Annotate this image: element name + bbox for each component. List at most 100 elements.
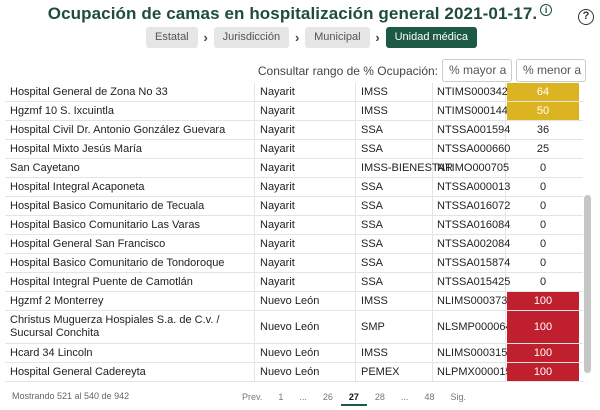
- chevron-right-icon: ›: [375, 30, 380, 45]
- pagination-item[interactable]: 27: [340, 388, 367, 406]
- scrollbar-thumb[interactable]: [584, 195, 591, 373]
- pagination-item[interactable]: 28: [374, 392, 385, 402]
- state-cell: Nayarit: [256, 121, 356, 139]
- state-cell: Nuevo León: [256, 363, 356, 381]
- breadcrumb-municipal[interactable]: Municipal: [305, 27, 370, 48]
- table-row[interactable]: Hospital Basico Comunitario Las Varas Nay…: [5, 216, 583, 235]
- pagination: Prev. 1... 26 27 28... 48 Sig.: [234, 388, 474, 406]
- institution-cell: SSA: [357, 197, 433, 215]
- state-cell: Nayarit: [256, 83, 356, 101]
- state-cell: Nayarit: [256, 178, 356, 196]
- table-row[interactable]: Hospital Civil Dr. Antonio González Guev…: [5, 121, 583, 140]
- institution-cell: SSA: [357, 121, 433, 139]
- pagination-item[interactable]: 48: [424, 392, 435, 402]
- table-row[interactable]: Hospital Basico Comunitario de Tondoroqu…: [5, 254, 583, 273]
- state-cell: Nayarit: [256, 197, 356, 215]
- state-cell: Nayarit: [256, 159, 356, 177]
- max-percent-input[interactable]: % menor a: [516, 59, 586, 82]
- institution-cell: SMP: [357, 311, 433, 343]
- hospital-name-cell: Hospital Basico Comunitario de Tondoroqu…: [10, 254, 255, 272]
- record-count: Mostrando 521 al 540 de 942: [12, 391, 130, 401]
- occupancy-cell: 50: [507, 102, 579, 120]
- hospital-name-cell: Hgzmf 10 S. Ixcuintla: [10, 102, 255, 120]
- clues-cell: NTIMS000342: [434, 83, 508, 101]
- institution-cell: SSA: [357, 254, 433, 272]
- page-title-text: Ocupación de camas en hospitalización ge…: [47, 4, 538, 23]
- hospital-name-cell: Hospital Basico Comunitario Las Varas: [10, 216, 255, 234]
- state-cell: Nayarit: [256, 254, 356, 272]
- table-row[interactable]: Hospital General Cadereyta Nuevo León PEME…: [5, 363, 583, 382]
- clues-cell: NTSSA015425: [434, 273, 510, 291]
- occupancy-cell: 0: [539, 257, 547, 269]
- hospital-name-cell: Hospital General de Zona No 33: [10, 83, 255, 101]
- institution-cell: IMSS: [357, 344, 433, 362]
- pagination-ellipsis: ...: [299, 392, 307, 402]
- clues-cell: NLIMS000373: [434, 292, 507, 310]
- header: Ocupación de camas en hospitalización ge…: [0, 4, 600, 26]
- occupancy-cell: 100: [507, 363, 579, 381]
- table-row[interactable]: San Cayetano Nayarit IMSS-BIENESTAR NTIMO00…: [5, 159, 583, 178]
- pagination-item[interactable]: 26: [322, 392, 333, 402]
- help-icon[interactable]: ?: [578, 9, 594, 25]
- institution-cell: SSA: [357, 216, 433, 234]
- table-row[interactable]: Hospital General de Zona No 33 Nayarit IMS…: [5, 83, 583, 102]
- table-row[interactable]: Hospital Mixto Jesús María Nayarit SSA NTSS…: [5, 140, 583, 159]
- table-row[interactable]: Hospital Basico Comunitario de Tecuala Na…: [5, 197, 583, 216]
- table-row[interactable]: Hospital Integral Puente de Camotlán Naya…: [5, 273, 583, 292]
- hospital-name-cell: Hcard 34 Lincoln: [10, 344, 255, 362]
- pagination-item[interactable]: Sig.: [450, 392, 466, 402]
- clues-cell: NTSSA002084: [434, 235, 510, 253]
- table-row[interactable]: Christus Muguerza Hospiales S.a. de C.v.…: [5, 311, 583, 344]
- hospital-name-cell: Hospital Integral Acaponeta: [10, 178, 255, 196]
- hospital-name-cell: San Cayetano: [10, 159, 255, 177]
- breadcrumb-unidad-medica[interactable]: Unidad médica: [385, 27, 477, 48]
- chevron-right-icon: ›: [203, 30, 208, 45]
- pagination-ellipsis: ...: [400, 392, 409, 402]
- clues-cell: NLSMP000064: [434, 311, 512, 343]
- pagination-item[interactable]: Prev.: [242, 392, 263, 402]
- occupancy-cell: 100: [507, 344, 579, 362]
- clues-cell: NLIMS000315: [434, 344, 507, 362]
- clues-cell: NTIMS000144: [434, 102, 508, 120]
- state-cell: Nuevo León: [256, 292, 356, 310]
- institution-cell: SSA: [357, 178, 433, 196]
- clues-cell: NTSSA016072: [434, 197, 510, 215]
- range-label: Consultar rango de % Ocupación:: [257, 64, 438, 78]
- occupancy-cell: 64: [507, 83, 579, 101]
- pagination-item[interactable]: 1: [278, 392, 284, 402]
- institution-cell: IMSS-BIENESTAR: [357, 159, 453, 177]
- clues-cell: NTSSA015874: [434, 254, 510, 272]
- state-cell: Nayarit: [256, 140, 356, 158]
- breadcrumb: Estatal › Jurisdicción › Municipal › Uni…: [146, 27, 477, 48]
- occupancy-cell: 0: [539, 238, 547, 250]
- institution-cell: IMSS: [357, 102, 433, 120]
- table-row[interactable]: Hgzmf 10 S. Ixcuintla Nayarit IMSS NTIMS000…: [5, 102, 583, 121]
- chevron-right-icon: ›: [294, 30, 300, 45]
- page-title: Ocupación de camas en hospitalización ge…: [0, 4, 600, 24]
- table-row[interactable]: Hcard 34 Lincoln Nuevo León IMSS NLIMS00031…: [5, 344, 583, 363]
- hospital-name-cell: Hospital Integral Puente de Camotlán: [10, 273, 255, 291]
- state-cell: Nayarit: [256, 216, 356, 234]
- scrollbar[interactable]: [583, 83, 593, 383]
- min-percent-input[interactable]: % mayor a: [442, 59, 512, 82]
- occupancy-cell: 0: [539, 200, 547, 212]
- hospital-table: Hospital General de Zona No 33 Nayarit IMS…: [5, 83, 583, 382]
- institution-cell: SSA: [357, 273, 433, 291]
- occupancy-cell: 0: [539, 162, 547, 174]
- table-row[interactable]: Hospital Integral Acaponeta Nayarit SSA NTS…: [5, 178, 583, 197]
- hospital-name-cell: Hospital Civil Dr. Antonio González Guev…: [10, 121, 255, 139]
- hospital-name-cell: Hgzmf 2 Monterrey: [10, 292, 255, 310]
- table-row[interactable]: Hospital General San Francisco Nayarit SSA…: [5, 235, 583, 254]
- info-icon[interactable]: i: [540, 4, 553, 16]
- clues-cell: NTSSA001594: [434, 121, 510, 139]
- clues-cell: NTSSA016084: [434, 216, 510, 234]
- table-row[interactable]: Hgzmf 2 Monterrey Nuevo León IMSS NLIMS0003…: [5, 292, 583, 311]
- occupancy-cell: 0: [539, 181, 547, 193]
- hospital-name-cell: Hospital Basico Comunitario de Tecuala: [10, 197, 255, 215]
- institution-cell: SSA: [357, 140, 433, 158]
- occupancy-range-filter: Consultar rango de % Ocupación: % mayor …: [0, 59, 600, 83]
- breadcrumb-jurisdiccion[interactable]: Jurisdicción: [213, 27, 290, 48]
- breadcrumb-estatal[interactable]: Estatal: [146, 27, 198, 48]
- state-cell: Nayarit: [256, 235, 356, 253]
- hospital-name-cell: Hospital Mixto Jesús María: [10, 140, 255, 158]
